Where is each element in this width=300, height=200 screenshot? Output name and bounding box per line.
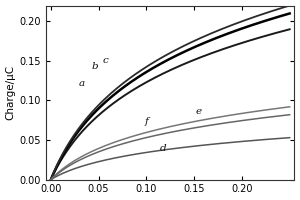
Text: e: e: [196, 107, 202, 116]
Text: b: b: [92, 62, 98, 71]
Text: c: c: [102, 56, 108, 65]
Text: f: f: [144, 117, 148, 126]
Y-axis label: Charge/μC: Charge/μC: [6, 65, 16, 120]
Text: a: a: [78, 79, 85, 88]
Text: d: d: [160, 144, 167, 153]
